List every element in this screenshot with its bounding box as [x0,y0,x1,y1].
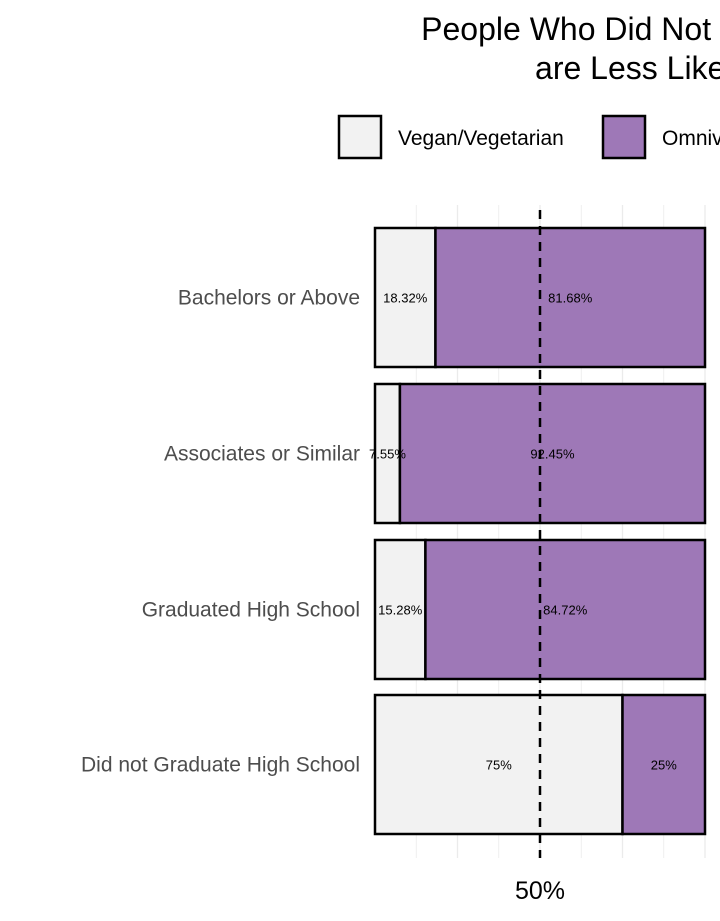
legend-label-vegan-vegetarian: Vegan/Vegetarian [398,127,564,150]
y-label-bachelors-or-above: Bachelors or Above [178,287,360,310]
bar-omnivore-associates-or-similar [398,382,707,525]
y-label-graduated-high-school: Graduated High School [142,599,360,622]
bar-label-omnivore-associates-or-similar: 92.45% [530,447,575,462]
bar-label-omnivore-did-not-graduate-high-school: 25% [651,758,677,773]
bar-omnivore-did-not-graduate-high-school [621,693,707,836]
legend-label-omnivore: Omnivore [662,127,720,150]
bar-labels: 18.32% 81.68% 7.55% 92.45% 15.28% 84.72% 75% 25… [369,291,677,773]
bar-label-vegan-vegetarian-associates-or-similar: 7.55% [369,447,406,462]
bar-omnivore-bachelors-or-above [434,226,707,369]
bars [373,226,707,836]
bar-label-vegan-vegetarian-graduated-high-school: 15.28% [378,603,423,618]
x-tick-label: 50% [515,877,565,905]
y-label-did-not-graduate-high-school: Did not Graduate High School [81,754,360,777]
chart-title-line-1: People Who Did Not Graduate High School [421,11,720,47]
legend-key-vegan-vegetarian [337,114,383,160]
chart-title: People Who Did Not Graduate High School … [421,11,720,86]
legend: Vegan/Vegetarian Omnivore [337,114,720,160]
bar-omnivore-graduated-high-school [424,538,707,681]
legend-key-omnivore [601,114,647,160]
bar-label-vegan-vegetarian-did-not-graduate-high-school: 75% [486,758,512,773]
bar-vegan-vegetarian-bachelors-or-above [373,226,437,369]
bar-vegan-vegetarian-did-not-graduate-high-school [373,693,624,836]
y-label-associates-or-similar: Associates or Similar [164,443,360,466]
y-axis-labels: Bachelors or Above Associates or Similar G… [81,287,360,777]
bar-label-omnivore-bachelors-or-above: 81.68% [548,291,593,306]
bar-label-vegan-vegetarian-bachelors-or-above: 18.32% [383,291,428,306]
chart-title-line-2: are Less Likely to Eat Meat [535,50,720,86]
bar-label-omnivore-graduated-high-school: 84.72% [543,603,588,618]
